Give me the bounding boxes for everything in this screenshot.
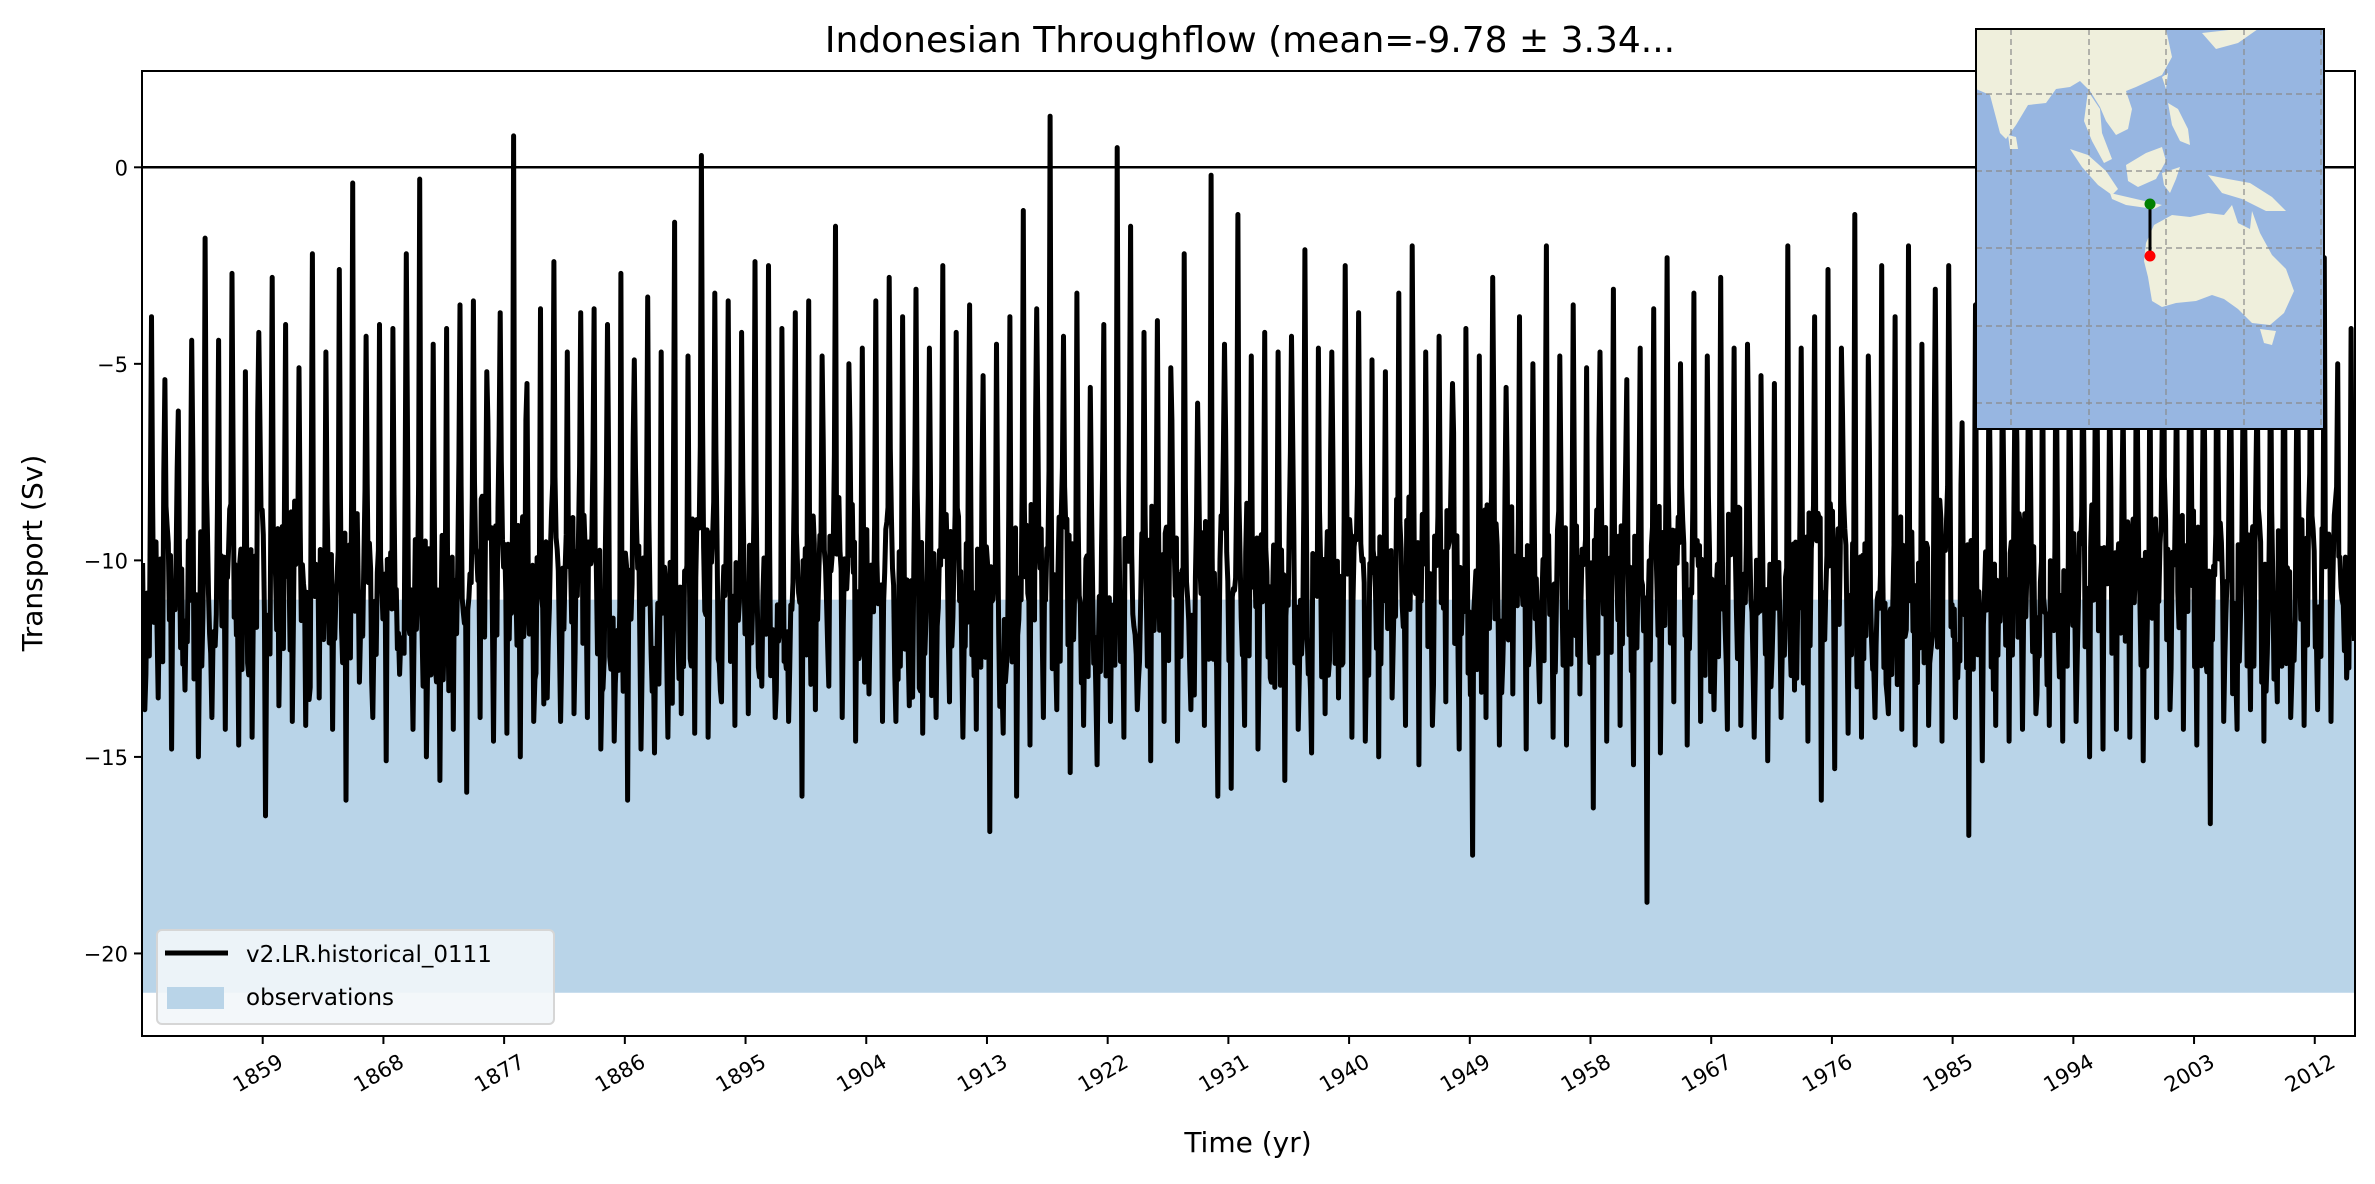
- land-taiwan-japan: [2162, 29, 2258, 89]
- x-tick-label: 1940: [1315, 1050, 1373, 1098]
- x-tick-label: 1868: [350, 1050, 408, 1098]
- x-tick-label: 1994: [2040, 1050, 2098, 1098]
- x-tick-label: 1904: [832, 1050, 890, 1098]
- x-tick-label: 1967: [1677, 1050, 1735, 1098]
- legend: v2.LR.historical_0111 observations: [156, 929, 555, 1025]
- series-line-model: [142, 113, 2355, 905]
- x-tick-label: 2003: [2160, 1050, 2218, 1098]
- land-philippines: [2168, 103, 2190, 145]
- x-tick-label: 1886: [591, 1050, 649, 1098]
- x-tick-label: 1949: [1436, 1050, 1494, 1098]
- land-sri-lanka: [2008, 135, 2018, 149]
- section-start-marker: [2144, 198, 2156, 210]
- legend-box: [156, 929, 555, 1025]
- x-tick-label: 1895: [712, 1050, 770, 1098]
- land-australia: [2144, 205, 2294, 325]
- axes-frame: [141, 70, 2356, 1037]
- land-malay-peninsula: [2084, 91, 2112, 163]
- x-tick-label: 1976: [1798, 1050, 1856, 1098]
- inset-map: [1975, 28, 2325, 430]
- x-tick-label: 1922: [1074, 1050, 1132, 1098]
- legend-label-observations: observations: [246, 985, 394, 1011]
- x-axis-label: Time (yr): [1183, 1126, 1311, 1159]
- x-tick-label: 2012: [2281, 1050, 2339, 1098]
- x-tick-label: 1958: [1557, 1050, 1615, 1098]
- x-tick-label: 1877: [470, 1050, 528, 1098]
- x-tick-label: 1913: [953, 1050, 1011, 1098]
- legend-band-swatch: [167, 987, 224, 1009]
- x-tick-label: 1859: [229, 1050, 287, 1098]
- land-borneo: [2126, 147, 2166, 187]
- y-tick-label: −10: [84, 549, 128, 573]
- y-tick-label: −20: [84, 942, 128, 966]
- y-tick-label: −15: [84, 746, 128, 770]
- observations-band: [142, 599, 2355, 993]
- x-tick-label: 1985: [1919, 1050, 1977, 1098]
- section-end-marker: [2144, 250, 2156, 262]
- legend-label-model: v2.LR.historical_0111: [246, 942, 492, 968]
- y-axis-label: Transport (Sv): [16, 455, 49, 652]
- land-tasmania: [2260, 329, 2276, 345]
- land-sumatra: [2070, 149, 2118, 195]
- map-land: [1976, 29, 2294, 345]
- chart-title: Indonesian Throughflow (mean=-9.78 ± 3.3…: [825, 20, 1675, 61]
- y-tick-label: −5: [97, 353, 128, 377]
- land-new-guinea: [2208, 175, 2286, 211]
- inset-frame: [1975, 28, 2325, 430]
- x-tick-label: 1931: [1195, 1050, 1253, 1098]
- y-tick-label: 0: [115, 156, 128, 180]
- land-asia: [1976, 29, 2172, 139]
